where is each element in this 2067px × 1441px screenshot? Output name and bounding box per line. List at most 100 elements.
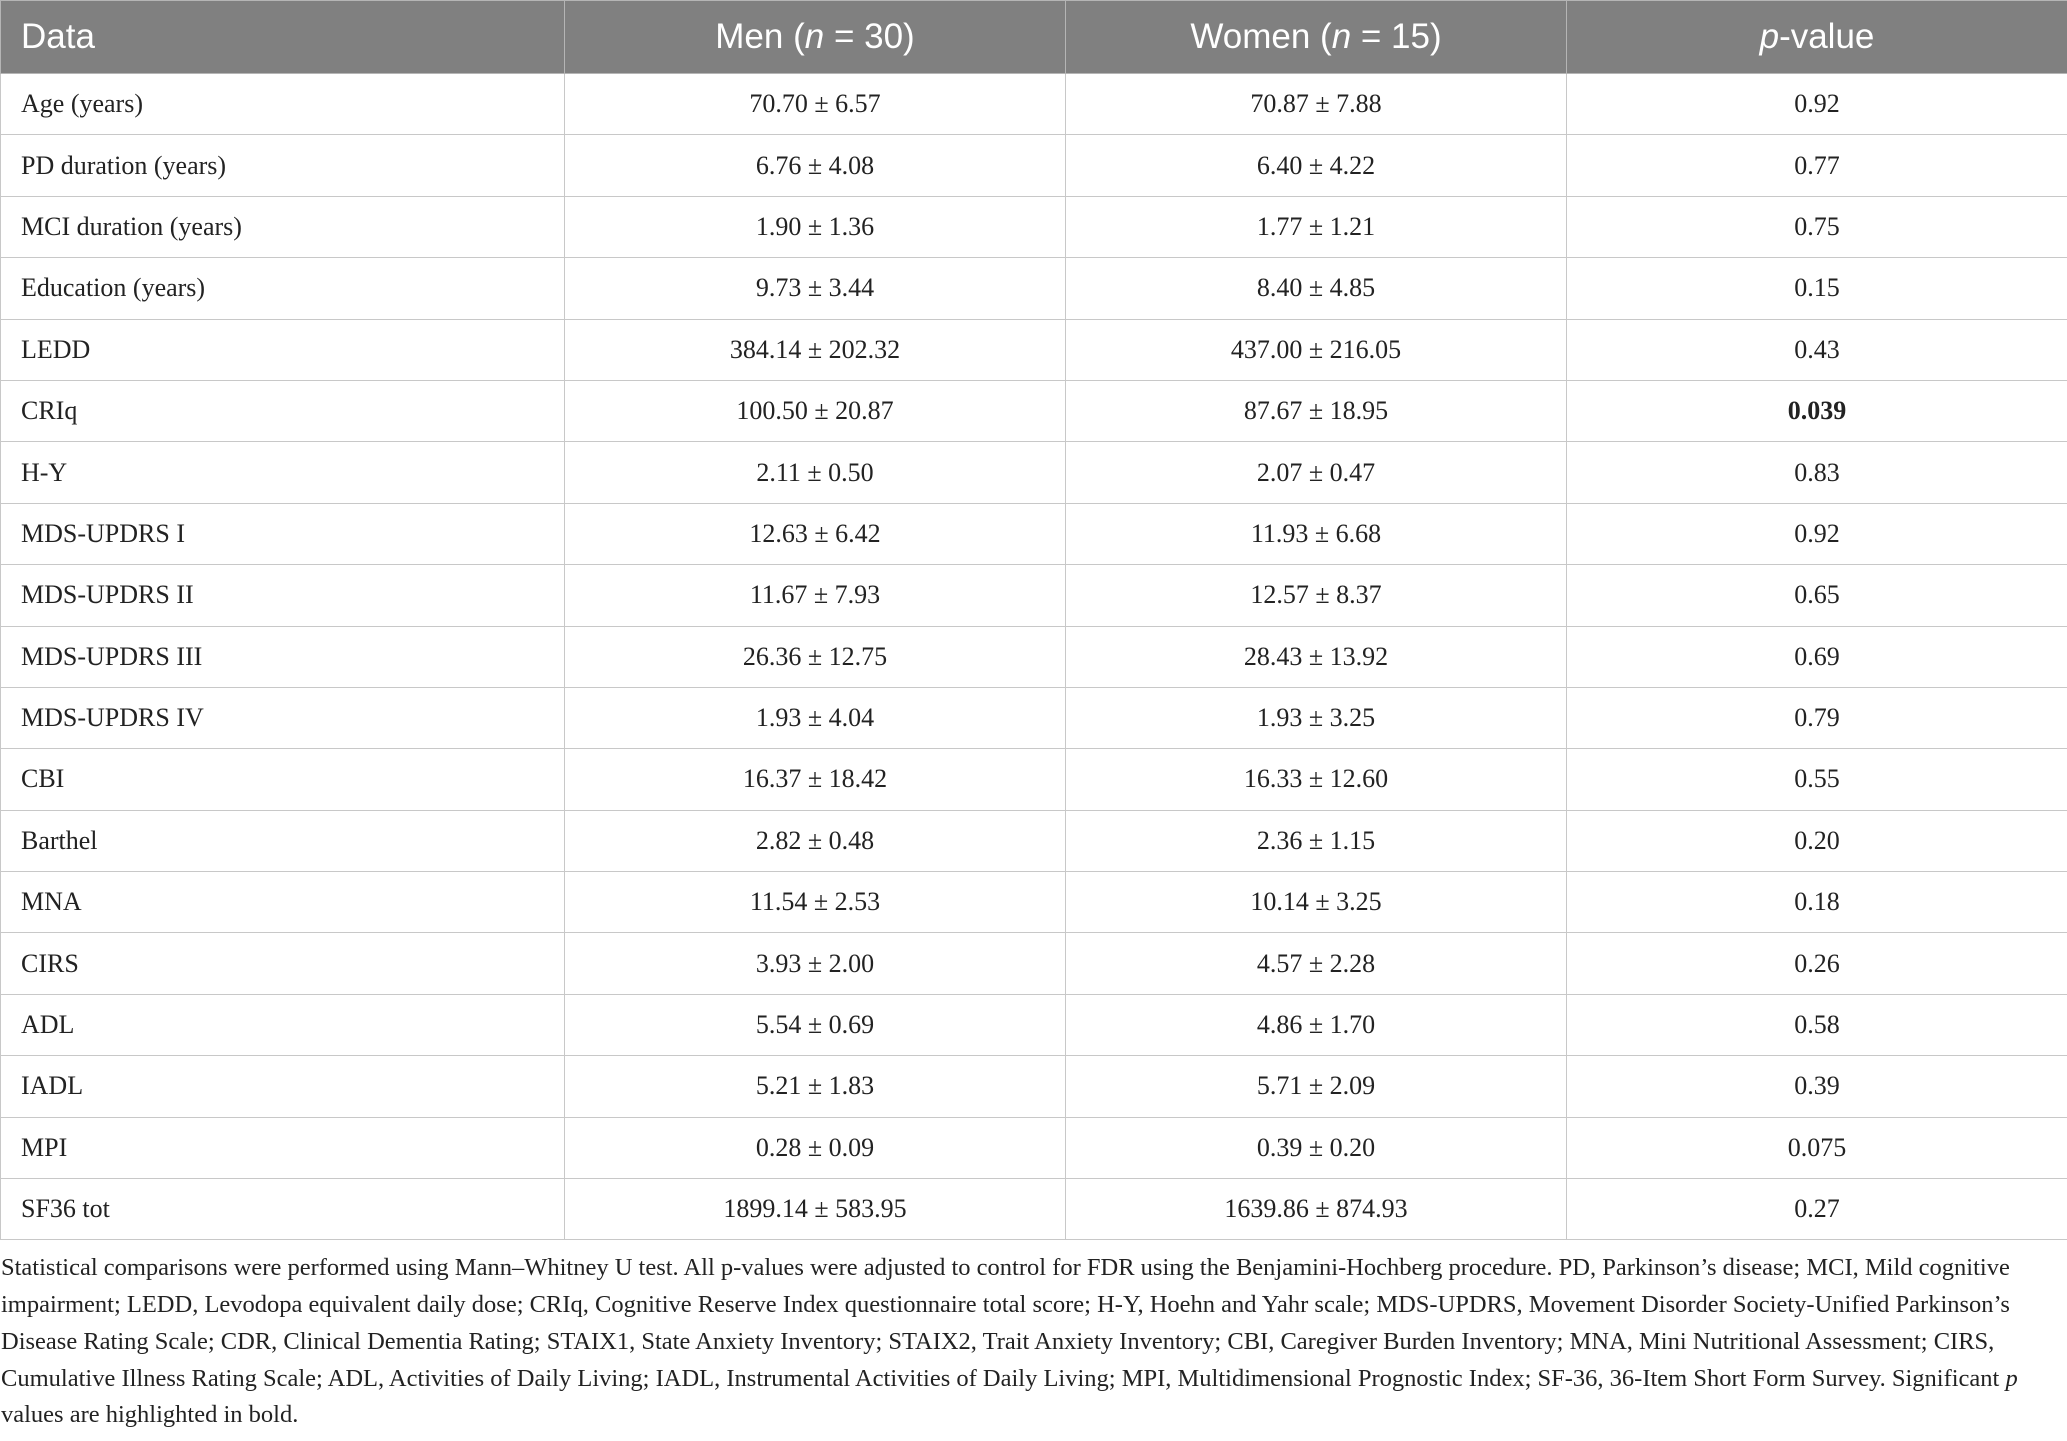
row-label: MDS-UPDRS II: [0, 564, 565, 627]
header-row: Data Men (n = 30) Women (n = 15) p-value: [0, 0, 2067, 74]
data-cell: 5.71 ± 2.09: [1065, 1055, 1567, 1118]
data-cell: 2.07 ± 0.47: [1065, 441, 1567, 504]
text-segment: p: [1759, 17, 1780, 56]
data-cell: 1.93 ± 3.25: [1065, 686, 1567, 750]
data-cell: 11.93 ± 6.68: [1065, 502, 1567, 566]
data-cell: 0.039: [1566, 379, 2067, 443]
text-segment: values are highlighted in bold.: [1, 1401, 299, 1429]
data-cell: 0.65: [1566, 564, 2067, 627]
row-label: IADL: [0, 1055, 565, 1118]
table-row: CRIq 100.50 ± 20.87 87.67 ± 18.95 0.039: [0, 379, 2067, 443]
table-row: MNA 11.54 ± 2.53 10.14 ± 3.25 0.18: [0, 871, 2067, 934]
row-label: Barthel: [0, 809, 565, 873]
data-cell: 0.28 ± 0.09: [564, 1116, 1066, 1180]
data-cell: 100.50 ± 20.87: [564, 379, 1066, 443]
data-cell: 4.57 ± 2.28: [1065, 932, 1567, 995]
data-cell: 4.86 ± 1.70: [1065, 993, 1567, 1057]
data-cell: 16.33 ± 12.60: [1065, 748, 1567, 811]
table-row: Age (years) 70.70 ± 6.57 70.87 ± 7.88 0.92: [0, 72, 2067, 136]
data-cell: 11.54 ± 2.53: [564, 871, 1066, 934]
data-cell: 0.75: [1566, 195, 2067, 259]
text-segment: Statistical comparisons were performed u…: [1, 1254, 2010, 1392]
row-label: MPI: [0, 1116, 565, 1180]
table-row: MDS-UPDRS I 12.63 ± 6.42 11.93 ± 6.68 0.92: [0, 502, 2067, 566]
header-cell: Data: [0, 0, 565, 74]
table-row: Barthel 2.82 ± 0.48 2.36 ± 1.15 0.20: [0, 809, 2067, 873]
data-cell: 9.73 ± 3.44: [564, 257, 1066, 320]
text-segment: Women (: [1190, 17, 1332, 56]
footnote: Statistical comparisons were performed u…: [1, 1250, 2059, 1434]
data-cell: 6.76 ± 4.08: [564, 134, 1066, 197]
table-row: MCI duration (years) 1.90 ± 1.36 1.77 ± 1.…: [0, 195, 2067, 259]
data-cell: 26.36 ± 12.75: [564, 625, 1066, 688]
table-row: CBI 16.37 ± 18.42 16.33 ± 12.60 0.55: [0, 748, 2067, 811]
text-segment: Data: [21, 17, 95, 56]
table-row: ADL 5.54 ± 0.69 4.86 ± 1.70 0.58: [0, 993, 2067, 1057]
data-cell: 0.69: [1566, 625, 2067, 688]
table-row: Education (years) 9.73 ± 3.44 8.40 ± 4.85 0…: [0, 257, 2067, 320]
data-cell: 70.87 ± 7.88: [1065, 72, 1567, 136]
data-cell: 0.075: [1566, 1116, 2067, 1180]
data-cell: 1.90 ± 1.36: [564, 195, 1066, 259]
header-cell: Men (n = 30): [564, 0, 1066, 74]
data-cell: 10.14 ± 3.25: [1065, 871, 1567, 934]
data-cell: 0.27: [1566, 1178, 2067, 1241]
data-cell: 0.58: [1566, 993, 2067, 1057]
row-label: MDS-UPDRS I: [0, 502, 565, 566]
row-label: CIRS: [0, 932, 565, 995]
header-cell: Women (n = 15): [1065, 0, 1567, 74]
table-row: LEDD 384.14 ± 202.32 437.00 ± 216.05 0.43: [0, 318, 2067, 381]
row-label: Age (years): [0, 72, 565, 136]
text-segment: n: [1331, 17, 1352, 56]
data-cell: 12.57 ± 8.37: [1065, 564, 1567, 627]
data-cell: 0.39: [1566, 1055, 2067, 1118]
data-cell: 0.92: [1566, 72, 2067, 136]
row-label: MDS-UPDRS IV: [0, 686, 565, 750]
table-row: CIRS 3.93 ± 2.00 4.57 ± 2.28 0.26: [0, 932, 2067, 995]
data-cell: 3.93 ± 2.00: [564, 932, 1066, 995]
row-label: LEDD: [0, 318, 565, 381]
data-cell: 0.77: [1566, 134, 2067, 197]
table-body: Age (years) 70.70 ± 6.57 70.87 ± 7.88 0.92 P…: [0, 72, 2067, 1241]
data-cell: 11.67 ± 7.93: [564, 564, 1066, 627]
text-segment: -value: [1779, 17, 1875, 56]
table-row: MDS-UPDRS IV 1.93 ± 4.04 1.93 ± 3.25 0.79: [0, 686, 2067, 750]
text-segment: p: [2005, 1364, 2018, 1392]
data-cell: 0.18: [1566, 871, 2067, 934]
data-cell: 0.26: [1566, 932, 2067, 995]
row-label: ADL: [0, 993, 565, 1057]
data-cell: 0.55: [1566, 748, 2067, 811]
table-row: MDS-UPDRS II 11.67 ± 7.93 12.57 ± 8.37 0.65: [0, 564, 2067, 627]
data-cell: 1899.14 ± 583.95: [564, 1178, 1066, 1241]
data-cell: 0.92: [1566, 502, 2067, 566]
data-cell: 6.40 ± 4.22: [1065, 134, 1567, 197]
data-cell: 0.39 ± 0.20: [1065, 1116, 1567, 1180]
row-label: CRIq: [0, 379, 565, 443]
table-row: H-Y 2.11 ± 0.50 2.07 ± 0.47 0.83: [0, 441, 2067, 504]
row-label: MNA: [0, 871, 565, 934]
text-segment: n: [804, 17, 825, 56]
data-cell: 0.20: [1566, 809, 2067, 873]
data-cell: 70.70 ± 6.57: [564, 72, 1066, 136]
header-cell: p-value: [1566, 0, 2067, 74]
row-label: CBI: [0, 748, 565, 811]
data-cell: 87.67 ± 18.95: [1065, 379, 1567, 443]
row-label: PD duration (years): [0, 134, 565, 197]
text-segment: Men (: [715, 17, 805, 56]
data-table: Data Men (n = 30) Women (n = 15) p-value Ag…: [0, 0, 2067, 1241]
table-row: SF36 tot 1899.14 ± 583.95 1639.86 ± 874.93…: [0, 1178, 2067, 1241]
data-cell: 16.37 ± 18.42: [564, 748, 1066, 811]
text-segment: = 30): [824, 17, 915, 56]
data-cell: 5.54 ± 0.69: [564, 993, 1066, 1057]
data-cell: 384.14 ± 202.32: [564, 318, 1066, 381]
text-segment: = 15): [1351, 17, 1442, 56]
data-cell: 437.00 ± 216.05: [1065, 318, 1567, 381]
data-cell: 1.93 ± 4.04: [564, 686, 1066, 750]
data-cell: 2.82 ± 0.48: [564, 809, 1066, 873]
data-cell: 5.21 ± 1.83: [564, 1055, 1066, 1118]
data-cell: 12.63 ± 6.42: [564, 502, 1066, 566]
data-cell: 8.40 ± 4.85: [1065, 257, 1567, 320]
row-label: MDS-UPDRS III: [0, 625, 565, 688]
data-cell: 2.11 ± 0.50: [564, 441, 1066, 504]
